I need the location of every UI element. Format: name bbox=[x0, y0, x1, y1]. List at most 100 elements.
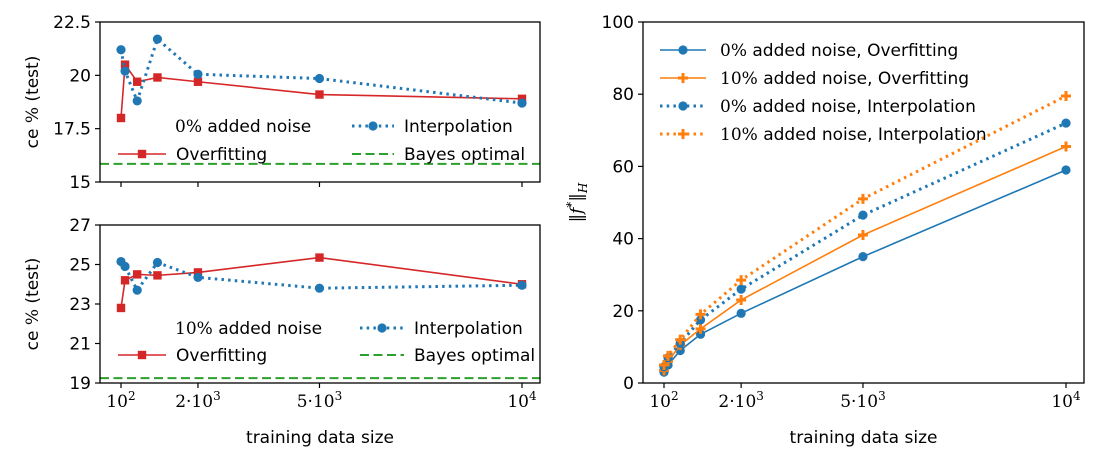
data-point bbox=[857, 193, 868, 204]
legend-marker bbox=[137, 350, 147, 360]
series-interpolation bbox=[116, 34, 527, 108]
y-tick-label: 19 bbox=[69, 374, 91, 394]
x-tick-label: 5·103 bbox=[297, 389, 343, 412]
data-point bbox=[153, 73, 162, 82]
data-point bbox=[1061, 91, 1071, 102]
y-tick-label: 23 bbox=[69, 295, 91, 315]
data-point bbox=[152, 257, 163, 268]
panel-right: 0 20 40 60 80 100 102 2·103 5·103 104 ‖f*‖H trainin… bbox=[564, 13, 1085, 448]
data-point bbox=[193, 268, 203, 277]
x-axis-label: training data size bbox=[246, 428, 394, 448]
data-point bbox=[133, 270, 142, 279]
x-tick-label: 102 bbox=[106, 389, 135, 412]
data-point bbox=[152, 34, 163, 44]
x-tick-label: 2·103 bbox=[175, 389, 221, 412]
y-tick-label: 21 bbox=[69, 335, 91, 355]
panel-top-left: 15 17.5 20 22.5 ce % (test) 0% added noise Int… bbox=[23, 13, 541, 193]
panel-bottom-left: 19 21 23 25 27 102 2·103 5·103 104 ce % (test) tra… bbox=[23, 216, 541, 448]
data-point bbox=[736, 308, 746, 318]
data-point bbox=[314, 73, 325, 84]
legend-label: 0% added noise, Interpolation bbox=[720, 97, 976, 117]
data-point bbox=[1061, 141, 1071, 152]
data-point bbox=[736, 275, 747, 286]
y-tick-label: 40 bbox=[612, 230, 634, 250]
data-point bbox=[120, 261, 130, 272]
legend-marker bbox=[368, 121, 378, 131]
y-tick-label: 80 bbox=[612, 85, 634, 105]
x-axis-label: training data size bbox=[790, 428, 938, 448]
y-tick-label: 27 bbox=[69, 216, 91, 236]
data-point bbox=[116, 45, 126, 55]
data-point bbox=[695, 309, 706, 320]
x-tick-label: 5·103 bbox=[840, 389, 886, 412]
data-point bbox=[517, 280, 527, 290]
legend-marker bbox=[678, 45, 688, 55]
series-overfitting bbox=[116, 253, 527, 313]
x-tick-label: 102 bbox=[649, 389, 678, 412]
y-tick-label: 22.5 bbox=[53, 13, 91, 33]
legend-marker bbox=[377, 323, 387, 333]
y-tick-label: 100 bbox=[602, 13, 634, 33]
data-point bbox=[695, 323, 706, 334]
data-point bbox=[315, 253, 324, 262]
legend-title: 0% added noise bbox=[175, 117, 311, 137]
legend-marker bbox=[137, 149, 147, 159]
data-point bbox=[858, 210, 868, 220]
data-point bbox=[315, 90, 324, 99]
legend-label: Bayes optimal bbox=[404, 145, 525, 165]
data-point bbox=[695, 329, 706, 339]
legend-label: Interpolation bbox=[404, 117, 513, 137]
data-point bbox=[116, 303, 126, 313]
y-axis-label: ce % (test) bbox=[23, 258, 43, 351]
series-10-added-noise-interpolation bbox=[659, 91, 1071, 370]
series-overfitting bbox=[116, 60, 527, 123]
data-point bbox=[858, 252, 868, 262]
y-tick-label: 17.5 bbox=[53, 120, 91, 140]
axes-frame bbox=[642, 21, 1085, 384]
legend-label: Bayes optimal bbox=[414, 346, 535, 366]
data-point bbox=[736, 284, 746, 294]
axes-frame bbox=[99, 21, 541, 183]
legend: 0% added noise, Overfitting 10% added noi… bbox=[660, 41, 987, 145]
y-axis-label: ce % (test) bbox=[23, 56, 43, 149]
legend-label: 10% added noise, Interpolation bbox=[720, 125, 987, 145]
legend: 0% added noise Interpolation Overfitting Ba… bbox=[118, 117, 525, 165]
legend-title: 10% added noise bbox=[175, 319, 322, 339]
legend-label: Overfitting bbox=[176, 346, 267, 366]
legend-label: Overfitting bbox=[176, 145, 267, 165]
data-point bbox=[1061, 165, 1071, 175]
series-0-added-noise-interpolation bbox=[659, 118, 1071, 372]
data-point bbox=[675, 334, 686, 345]
data-point bbox=[1061, 118, 1071, 128]
data-point bbox=[695, 315, 706, 325]
legend-label: 0% added noise, Overfitting bbox=[720, 41, 958, 61]
axes-frame bbox=[99, 224, 541, 384]
legend-label: Interpolation bbox=[414, 319, 523, 339]
data-point bbox=[314, 283, 325, 293]
data-point bbox=[193, 77, 203, 86]
y-tick-label: 25 bbox=[69, 256, 91, 276]
data-point bbox=[736, 294, 747, 305]
data-point bbox=[193, 272, 203, 282]
series-interpolation bbox=[116, 256, 527, 295]
data-point bbox=[120, 66, 130, 76]
series-line bbox=[662, 121, 1067, 368]
data-point bbox=[663, 350, 674, 361]
series-line bbox=[120, 256, 523, 309]
y-tick-label: 20 bbox=[612, 302, 634, 322]
legend-label: 10% added noise, Overfitting bbox=[720, 69, 969, 89]
data-point bbox=[857, 229, 868, 240]
y-tick-label: 15 bbox=[69, 173, 91, 193]
x-tick-label: 104 bbox=[1051, 389, 1081, 412]
legend-marker bbox=[678, 73, 688, 83]
data-point bbox=[132, 96, 142, 106]
data-point bbox=[133, 77, 142, 86]
legend-marker bbox=[678, 129, 688, 139]
legend-marker bbox=[678, 101, 688, 111]
data-point bbox=[116, 113, 126, 123]
data-point bbox=[659, 359, 669, 370]
x-tick-label: 2·103 bbox=[718, 389, 764, 412]
y-tick-label: 0 bbox=[623, 374, 634, 394]
y-tick-label: 60 bbox=[612, 157, 634, 177]
